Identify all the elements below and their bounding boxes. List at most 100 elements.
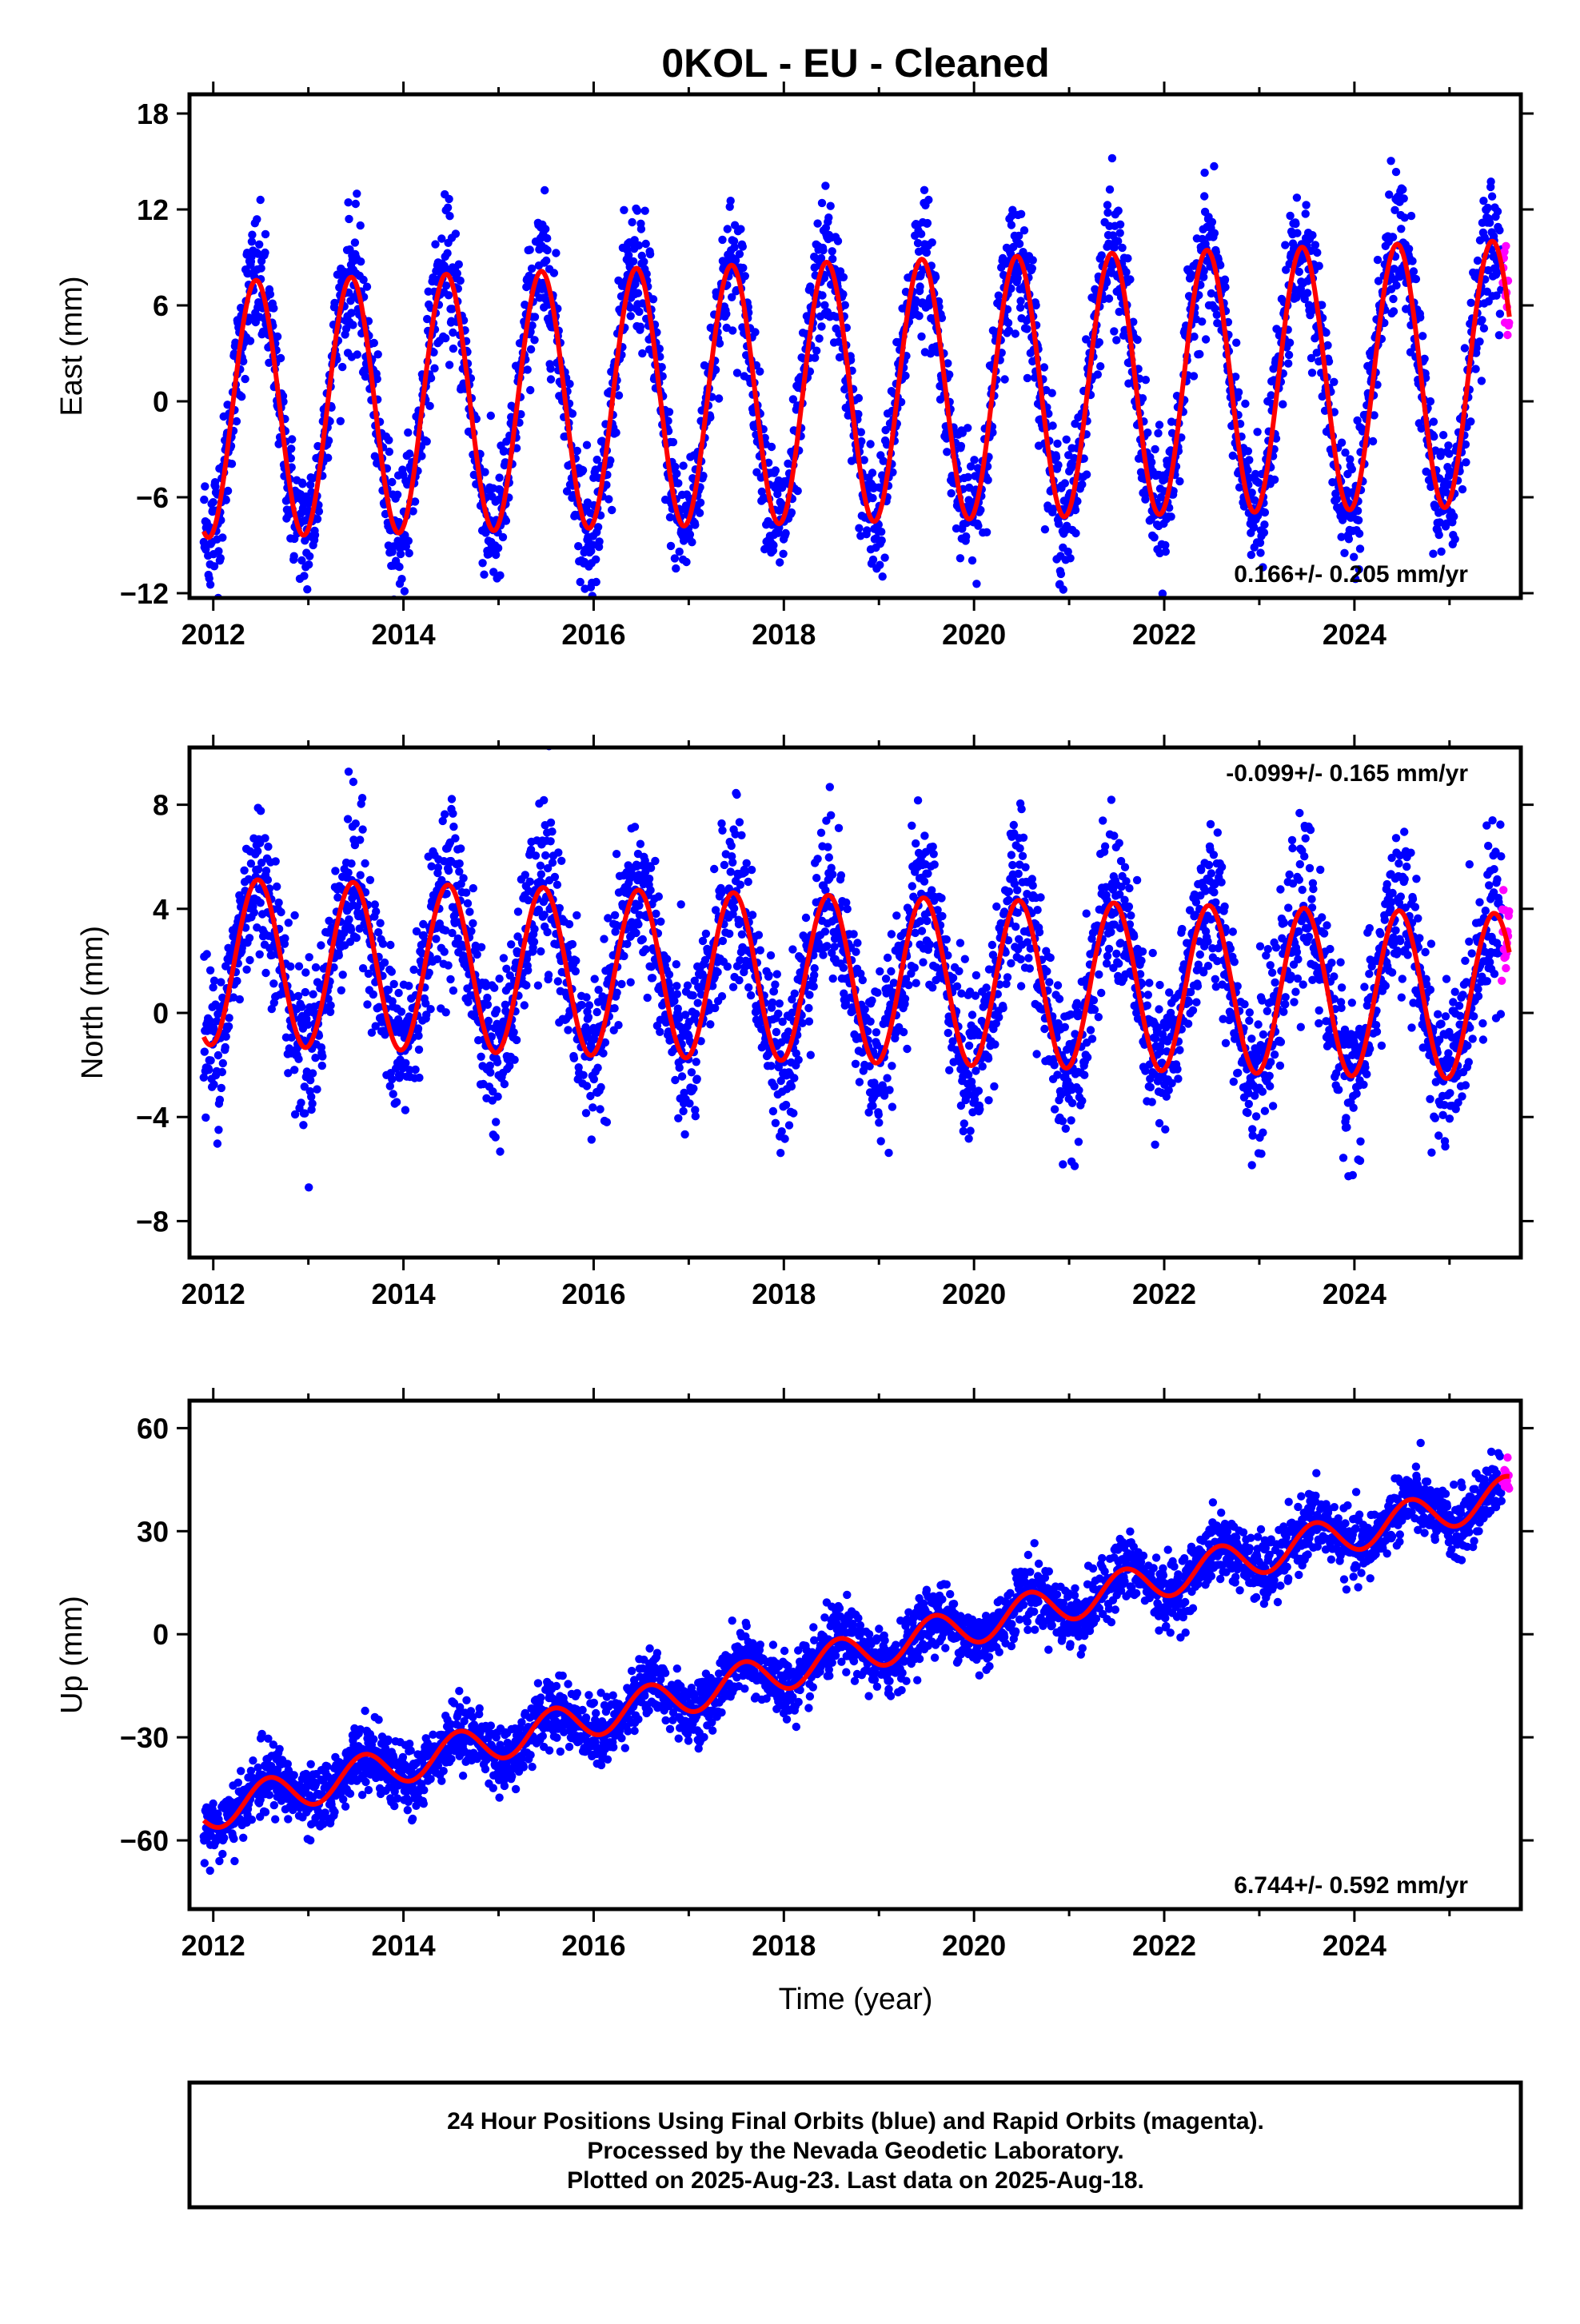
final-orbit-point [1496, 309, 1504, 317]
final-orbit-point [1048, 421, 1056, 429]
final-orbit-point [1429, 550, 1437, 558]
final-orbit-point [1451, 535, 1459, 543]
final-orbit-point [1330, 378, 1338, 386]
final-orbit-point [736, 818, 744, 826]
final-orbit-point [834, 237, 842, 245]
final-orbit-point [674, 479, 682, 487]
final-orbit-point [397, 575, 405, 583]
final-orbit-point [236, 995, 244, 1003]
final-orbit-point [1291, 220, 1299, 228]
final-orbit-point [331, 867, 339, 875]
final-orbit-point [577, 1001, 585, 1009]
final-orbit-point [591, 975, 599, 983]
final-orbit-point [473, 951, 481, 959]
final-orbit-point [648, 974, 656, 982]
final-orbit-point [527, 345, 535, 353]
final-orbit-point [641, 207, 649, 215]
final-orbit-point [345, 215, 353, 223]
final-orbit-point [1007, 221, 1015, 229]
x-tick-label: 2022 [1132, 618, 1196, 651]
final-orbit-point [573, 447, 581, 455]
final-orbit-point [1029, 256, 1037, 264]
final-orbit-point [1437, 548, 1445, 556]
final-orbit-point [245, 934, 253, 942]
final-orbit-point [388, 1075, 396, 1083]
final-orbit-point [457, 844, 465, 852]
final-orbit-point [819, 246, 827, 254]
final-orbit-point [595, 537, 603, 545]
figure-title: 0KOL - EU - Cleaned [661, 41, 1049, 86]
final-orbit-point [356, 835, 364, 843]
final-orbit-point [1063, 436, 1071, 444]
x-tick-label: 2024 [1323, 618, 1386, 651]
final-orbit-point [261, 969, 269, 977]
final-orbit-point [262, 867, 270, 875]
final-orbit-point [755, 931, 763, 939]
east-rate-label: 0.166+/- 0.205 mm/yr [1234, 561, 1468, 588]
final-orbit-point [214, 1126, 222, 1134]
final-orbit-point [725, 930, 733, 938]
final-orbit-point [634, 289, 642, 297]
final-orbit-point [397, 1007, 405, 1015]
final-orbit-point [540, 796, 548, 804]
north-final-orbit-points [200, 742, 1506, 1191]
final-orbit-point [315, 508, 323, 516]
final-orbit-point [481, 468, 489, 476]
final-orbit-point [1488, 193, 1496, 201]
final-orbit-point [633, 206, 641, 214]
final-orbit-point [493, 1006, 501, 1014]
final-orbit-point [500, 954, 508, 962]
final-orbit-point [530, 336, 538, 344]
rapid-orbit-point [1502, 242, 1510, 250]
final-orbit-point [414, 1031, 422, 1039]
final-orbit-point [287, 444, 295, 452]
final-orbit-point [425, 402, 433, 410]
final-orbit-point [789, 1109, 797, 1117]
final-orbit-point [972, 580, 980, 588]
final-orbit-point [572, 967, 580, 975]
final-orbit-point [747, 991, 755, 999]
final-orbit-point [855, 524, 863, 532]
final-orbit-point [548, 827, 556, 835]
final-orbit-point [294, 992, 302, 1000]
final-orbit-point [297, 1098, 305, 1106]
final-orbit-point [569, 940, 577, 948]
final-orbit-point [201, 482, 209, 490]
final-orbit-point [358, 794, 366, 802]
final-orbit-point [582, 993, 590, 1001]
final-orbit-point [1098, 251, 1106, 259]
final-orbit-point [974, 522, 982, 530]
final-orbit-point [879, 572, 887, 580]
final-orbit-point [772, 1028, 780, 1036]
final-orbit-point [727, 867, 735, 875]
final-orbit-point [313, 515, 321, 523]
final-orbit-point [531, 313, 539, 321]
final-orbit-point [1221, 276, 1229, 284]
final-orbit-point [1286, 212, 1294, 220]
final-orbit-point [1143, 429, 1151, 436]
final-orbit-point [274, 899, 282, 907]
final-orbit-point [1355, 529, 1363, 537]
final-orbit-point [1495, 331, 1503, 339]
final-orbit-point [1118, 244, 1126, 252]
final-orbit-point [1426, 397, 1434, 405]
final-orbit-point [743, 859, 751, 867]
final-orbit-point [1467, 299, 1475, 307]
final-orbit-point [537, 862, 545, 870]
final-orbit-point [1495, 226, 1503, 234]
final-orbit-point [718, 236, 726, 244]
final-orbit-point [344, 198, 352, 206]
final-orbit-point [537, 870, 545, 878]
final-orbit-point [305, 1183, 313, 1191]
final-orbit-point [629, 257, 637, 265]
final-orbit-point [486, 1068, 494, 1076]
final-orbit-point [295, 963, 303, 971]
final-orbit-point [1302, 209, 1310, 217]
final-orbit-point [928, 238, 936, 246]
y-tick-label: −12 [120, 577, 169, 610]
final-orbit-point [772, 1119, 780, 1127]
final-orbit-point [492, 1133, 500, 1141]
final-orbit-point [583, 1082, 591, 1090]
final-orbit-point [773, 970, 781, 978]
final-orbit-point [1175, 477, 1183, 485]
